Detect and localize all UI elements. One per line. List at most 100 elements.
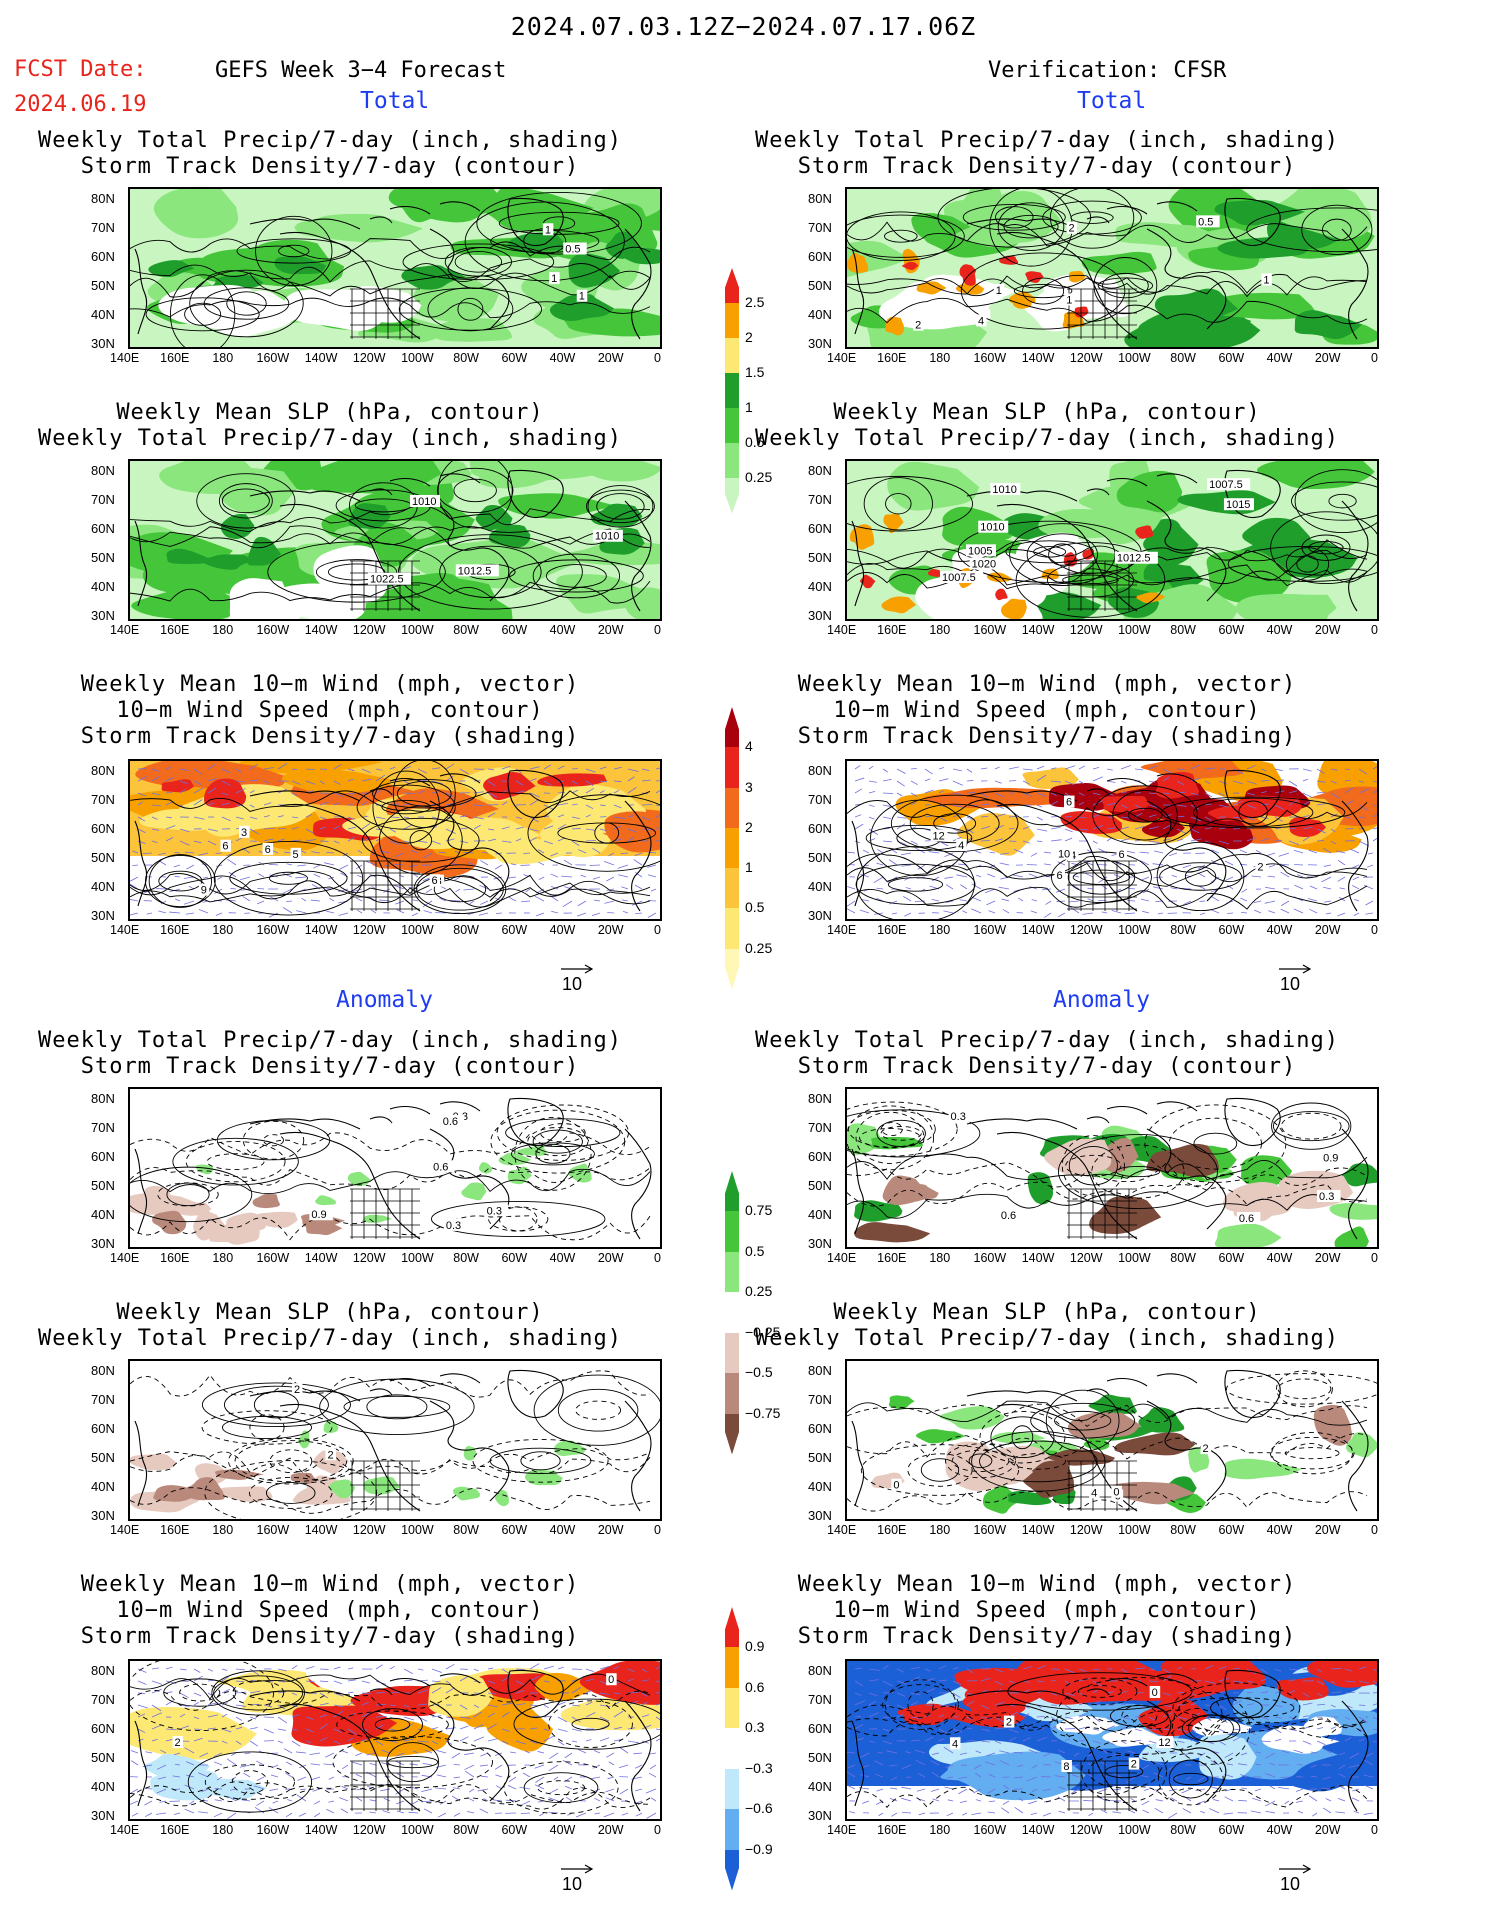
contour-label: 4 bbox=[1091, 1487, 1097, 1499]
contour-label: 0.6 bbox=[1239, 1213, 1254, 1225]
contour-label: 1 bbox=[551, 273, 557, 285]
lat-label: 60N bbox=[808, 821, 832, 836]
lat-label: 80N bbox=[91, 191, 115, 206]
lat-label: 70N bbox=[808, 792, 832, 807]
lat-label: 50N bbox=[91, 550, 115, 565]
lon-label: 120W bbox=[352, 351, 386, 365]
contour-label: 2 bbox=[1006, 1717, 1012, 1729]
map-canvas: 0.90.60.30.30.60.3 bbox=[130, 1089, 660, 1247]
lon-label: 60W bbox=[501, 923, 528, 937]
lat-label: 40N bbox=[808, 879, 832, 894]
colorbar-label: 0.25 bbox=[745, 469, 773, 485]
lat-label: 80N bbox=[808, 763, 832, 778]
lon-label: 40W bbox=[1266, 623, 1293, 637]
lat-label: 30N bbox=[808, 336, 832, 351]
lat-label: 70N bbox=[91, 792, 115, 807]
colorbar-storm-total bbox=[725, 707, 739, 990]
lon-label: 140E bbox=[110, 1251, 140, 1265]
contour-label: 1012.5 bbox=[458, 565, 492, 577]
contour-label: 9 bbox=[201, 885, 207, 897]
colorbar-segment bbox=[725, 1373, 739, 1415]
lon-label: 120W bbox=[352, 1523, 386, 1537]
fcst-date-value: 2024.06.19 bbox=[14, 92, 147, 117]
fcst-date-label: FCST Date: bbox=[14, 57, 147, 82]
lon-label: 160E bbox=[160, 1523, 190, 1537]
colorbar-label: 3 bbox=[745, 778, 753, 795]
map-panel-verif-precip-storm-anom: 0.6 0.3 0.3 0.9 0.6 bbox=[845, 1087, 1379, 1249]
lon-label: 60W bbox=[1218, 923, 1245, 937]
contour-label: 1012.5 bbox=[1117, 553, 1151, 565]
map-canvas: 1 2 4 1 2 0.5 1 bbox=[847, 189, 1377, 347]
colorbar-label: 1.5 bbox=[745, 364, 765, 380]
lon-label: 0 bbox=[654, 351, 661, 365]
lon-label: 60W bbox=[1218, 623, 1245, 637]
lon-label: 20W bbox=[597, 923, 624, 937]
lon-label: 180 bbox=[212, 1823, 234, 1837]
lon-label: 80W bbox=[1170, 1823, 1196, 1837]
lat-label: 60N bbox=[808, 1721, 832, 1736]
map-canvas: 64002 bbox=[847, 1361, 1377, 1519]
colorbar-segment bbox=[725, 787, 739, 829]
lat-label: 50N bbox=[91, 850, 115, 865]
contour-label: 1015 bbox=[1226, 499, 1250, 511]
colorbar-segment bbox=[725, 338, 739, 374]
colorbar-label: 0.25 bbox=[745, 1283, 773, 1300]
colorbar-segment bbox=[725, 908, 739, 950]
contour-label: 8 bbox=[1063, 1761, 1069, 1773]
lon-label: 100W bbox=[1118, 623, 1151, 637]
lat-label: 30N bbox=[91, 1808, 115, 1823]
lat-label: 30N bbox=[91, 1236, 115, 1251]
lon-label: 140E bbox=[827, 623, 857, 637]
lat-label: 80N bbox=[808, 1091, 832, 1106]
colorbar-segment bbox=[725, 1728, 739, 1770]
lon-label: 120W bbox=[1069, 1823, 1103, 1837]
contour-label: 2 bbox=[294, 1384, 300, 1396]
colorbar-segment bbox=[725, 827, 739, 869]
lat-label: 80N bbox=[808, 1663, 832, 1678]
lon-label: 60W bbox=[501, 623, 528, 637]
map-canvas: 0.6 0.3 0.3 0.9 0.6 bbox=[847, 1089, 1377, 1247]
lat-label: 40N bbox=[808, 1779, 832, 1794]
lat-label: 40N bbox=[91, 579, 115, 594]
lon-label: 0 bbox=[1371, 1523, 1378, 1537]
lon-label: 180 bbox=[212, 923, 234, 937]
lon-label: 140E bbox=[827, 351, 857, 365]
lon-label: 80W bbox=[1170, 351, 1196, 365]
lat-label: 50N bbox=[808, 1750, 832, 1765]
colorbar-segment bbox=[725, 747, 739, 789]
lon-label: 0 bbox=[1371, 1823, 1378, 1837]
vector-ref-left-anomaly: 10 bbox=[561, 1864, 594, 1895]
contour-label: 2 bbox=[1131, 1759, 1137, 1771]
lon-label: 140W bbox=[1021, 1523, 1055, 1537]
lat-label: 80N bbox=[808, 1363, 832, 1378]
lat-label: 50N bbox=[91, 1750, 115, 1765]
colorbar-segment bbox=[725, 1768, 739, 1810]
lon-label: 40W bbox=[549, 1523, 576, 1537]
colorbar-segment bbox=[725, 1211, 739, 1253]
right-column-header: Verification: CFSR bbox=[988, 58, 1227, 83]
colorbar-segment bbox=[725, 707, 739, 748]
lon-label: 160W bbox=[256, 1823, 290, 1837]
lat-label: 60N bbox=[808, 521, 832, 536]
lon-label: 180 bbox=[212, 1523, 234, 1537]
contour-label: 0.9 bbox=[311, 1209, 326, 1221]
colorbar-label: 1 bbox=[745, 859, 753, 876]
lat-label: 30N bbox=[808, 608, 832, 623]
lat-label: 40N bbox=[808, 579, 832, 594]
lon-label: 40W bbox=[549, 623, 576, 637]
colorbar-storm-anomaly bbox=[725, 1607, 739, 1891]
colorbar-label: 2 bbox=[745, 818, 753, 835]
map-panel-forecast-slp-precip: 1010 1010 1022.5 1012.5 bbox=[128, 459, 662, 621]
lat-label: 70N bbox=[808, 220, 832, 235]
lon-label: 160W bbox=[256, 1251, 290, 1265]
lat-label: 70N bbox=[808, 1392, 832, 1407]
contour-label: 2 bbox=[1069, 223, 1075, 235]
lon-label: 160E bbox=[160, 1251, 190, 1265]
map-canvas: 02 bbox=[130, 1661, 660, 1819]
lon-label: 0 bbox=[654, 623, 661, 637]
lat-label: 50N bbox=[91, 1178, 115, 1193]
lon-label: 20W bbox=[1314, 1251, 1341, 1265]
map-panel-forecast-precip-storm-anom: 0.90.60.30.30.60.3 bbox=[128, 1087, 662, 1249]
lat-label: 50N bbox=[808, 1450, 832, 1465]
